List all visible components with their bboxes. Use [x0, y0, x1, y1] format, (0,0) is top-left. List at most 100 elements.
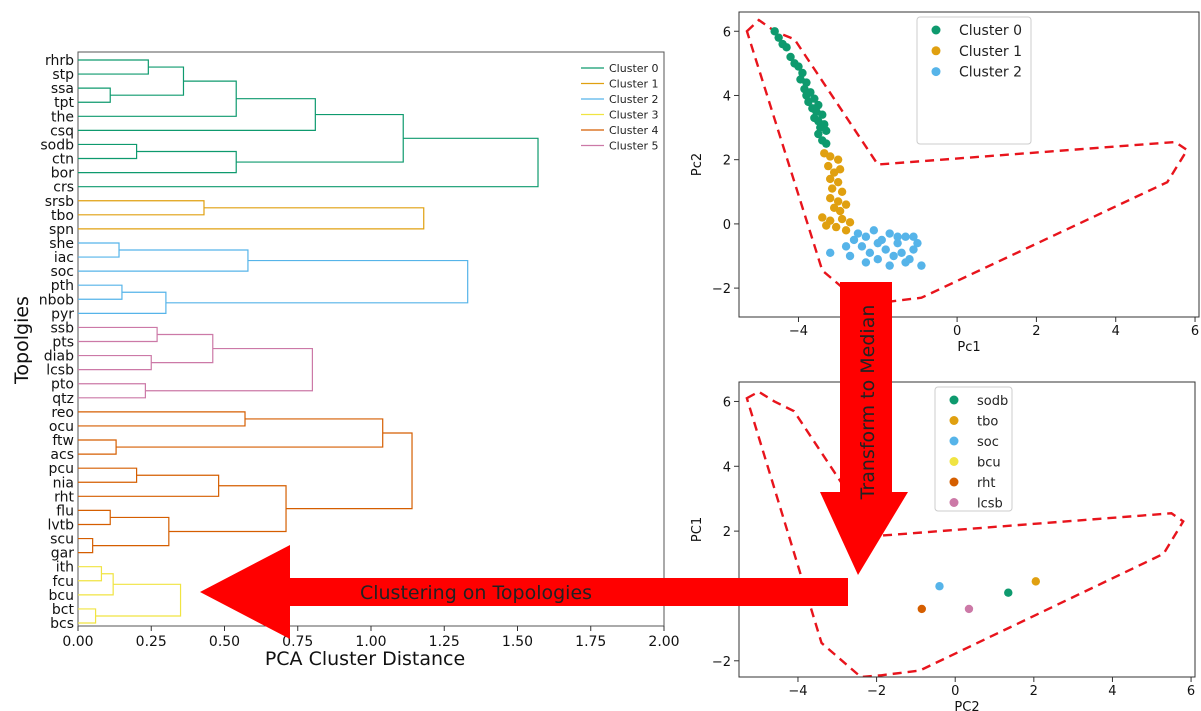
y-tick-label: 6	[723, 395, 731, 410]
scatter-point	[909, 232, 918, 241]
series-0	[1004, 588, 1013, 597]
leaf-label: ssb	[51, 320, 75, 336]
leaf-label: bor	[51, 166, 74, 182]
dendrogram-link	[78, 284, 123, 300]
dendrogram-cluster-5	[78, 326, 313, 399]
scatter-point	[774, 33, 783, 42]
x-tick-label: 0.00	[62, 634, 93, 650]
scatter-point	[901, 258, 910, 267]
x-tick-label: 6	[1187, 684, 1195, 699]
scatter-legend: sodb tbo soc bcu rht lcsb	[934, 386, 1013, 512]
leaf-label: rht	[54, 489, 74, 505]
leaf-label: srsb	[45, 194, 74, 210]
dendrogram-panel: rhrbstpssatptthecsqsodbctnborcrssrsbtbos…	[11, 51, 680, 670]
scatter-point	[786, 52, 795, 62]
leaf-label: fcu	[53, 574, 75, 590]
scatter-point	[964, 604, 974, 614]
dendrogram-link	[78, 383, 146, 399]
arrow-label-transform: Transform to Median	[857, 305, 879, 501]
y-tick-label: 2	[723, 154, 731, 169]
leaf-label: the	[51, 109, 74, 125]
scatter-point	[818, 110, 827, 119]
dendrogram-link	[165, 259, 469, 304]
legend-entry: Cluster 0	[959, 23, 1022, 39]
dendrogram-link	[78, 566, 103, 582]
x-tick-label: 1.50	[502, 634, 533, 650]
dendrogram-link	[236, 113, 404, 163]
scatter-point	[822, 221, 831, 230]
y-axis-label: Topolgies	[11, 296, 33, 385]
scatter-point	[835, 165, 845, 174]
legend-marker	[931, 46, 941, 56]
x-tick-label: 1.00	[355, 634, 386, 650]
x-tick-label: 4	[1112, 324, 1120, 339]
legend-entry: Cluster 4	[609, 124, 659, 137]
dendrogram-cluster-0	[78, 59, 539, 188]
scatter-point	[802, 91, 811, 100]
series-1	[1031, 577, 1040, 586]
y-axis-label: Pc2	[690, 153, 705, 176]
legend-marker	[949, 436, 959, 446]
leaf-label: ith	[56, 560, 74, 576]
scatter-point	[827, 184, 837, 193]
scatter-point	[857, 242, 867, 251]
legend-marker	[931, 67, 941, 77]
scatter-point	[885, 261, 894, 270]
scatter-point	[814, 129, 823, 139]
dendrogram-link	[78, 249, 249, 272]
y-tick-label: 0	[723, 218, 731, 233]
scatter-point	[826, 194, 835, 203]
x-tick-label: 0	[951, 684, 959, 699]
series-2	[935, 582, 944, 591]
scatter-point	[818, 213, 827, 222]
dendrogram-link	[92, 516, 170, 547]
legend-entry: lcsb	[977, 497, 1003, 512]
series-1	[818, 149, 855, 235]
scatter-point	[841, 226, 851, 235]
x-axis-label: PC2	[954, 700, 979, 711]
scatter-point	[853, 229, 863, 238]
leaf-label: ssa	[51, 81, 74, 97]
leaf-label: lvtb	[47, 517, 74, 533]
x-tick-label: 0.25	[136, 634, 167, 650]
scatter-point	[917, 261, 926, 270]
leaf-label: diab	[44, 349, 74, 365]
leaf-label: flu	[56, 503, 74, 519]
x-tick-label: 0.50	[209, 634, 240, 650]
annotation-arrows: Clustering on Topologies Transform to Me…	[200, 282, 908, 639]
dendrogram-link	[286, 432, 413, 510]
dendrogram-link	[78, 467, 138, 483]
leaf-label: rhrb	[45, 53, 74, 69]
scatter-point	[861, 258, 871, 267]
scatter-point	[822, 139, 831, 148]
scatter-point	[802, 78, 811, 87]
scatter-point	[873, 238, 882, 248]
legend-entry: Cluster 0	[609, 62, 659, 75]
scatter-point	[935, 582, 944, 591]
y-tick-label: −2	[712, 655, 731, 670]
scatter-point	[835, 206, 845, 216]
dendrogram-link	[78, 573, 114, 596]
legend-entry: soc	[977, 435, 999, 450]
dendrogram-link	[78, 439, 117, 455]
leaf-label: pcu	[49, 461, 74, 477]
x-tick-label: 2	[1030, 684, 1038, 699]
scatter-point	[798, 68, 807, 78]
legend-entry: tbo	[977, 415, 998, 430]
x-tick-label: 6	[1191, 324, 1199, 339]
dendrogram-cluster-3	[78, 566, 182, 624]
legend-entry: Cluster 5	[609, 140, 659, 153]
scatter-point	[833, 177, 843, 187]
scatter-point	[770, 27, 779, 36]
scatter-point	[837, 187, 847, 196]
leaf-label: lcsb	[46, 363, 74, 379]
legend-entry: Cluster 1	[959, 44, 1022, 60]
dendrogram-link	[168, 485, 287, 533]
legend-marker	[949, 416, 959, 425]
legend-entry: sodb	[977, 394, 1008, 409]
leaf-label: pto	[51, 377, 74, 393]
dendrogram-link	[78, 608, 97, 624]
dendrogram-link	[78, 509, 111, 526]
scatter-point	[826, 174, 835, 184]
dendrogram-legend: Cluster 0 Cluster 1 Cluster 2 Cluster 3 Clus…	[581, 62, 659, 153]
